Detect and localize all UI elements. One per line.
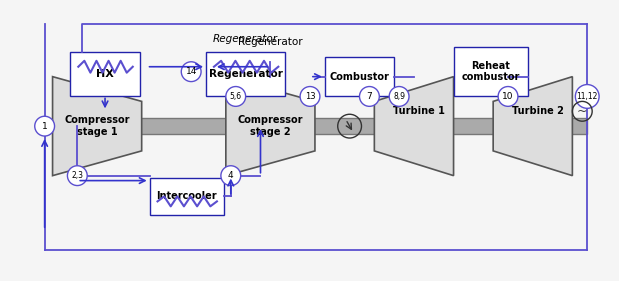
Circle shape [226,87,246,106]
Text: 14: 14 [186,67,197,76]
Text: 10: 10 [502,92,514,101]
Text: Regenerator: Regenerator [213,34,278,44]
Text: Combustor: Combustor [329,72,389,82]
Polygon shape [53,77,142,176]
FancyBboxPatch shape [53,118,587,134]
Text: 8,9: 8,9 [393,92,405,101]
Text: Regenerator: Regenerator [209,69,283,79]
FancyBboxPatch shape [454,47,528,96]
Text: Compressor
stage 2: Compressor stage 2 [238,115,303,137]
Polygon shape [226,77,315,176]
Text: Intercooler: Intercooler [157,191,217,201]
FancyBboxPatch shape [71,52,140,96]
Text: 2,3: 2,3 [71,171,84,180]
Text: 4: 4 [228,171,233,180]
FancyBboxPatch shape [150,178,224,215]
Polygon shape [493,77,573,176]
Text: 1: 1 [41,122,48,131]
Circle shape [300,87,320,106]
Text: 13: 13 [305,92,315,101]
Circle shape [221,166,241,185]
Text: Turbine 1: Turbine 1 [393,106,445,116]
Text: 5,6: 5,6 [230,92,242,101]
Circle shape [575,85,599,108]
Text: 11,12: 11,12 [576,92,598,101]
Text: Reheat
combustor: Reheat combustor [462,61,520,83]
FancyBboxPatch shape [325,57,394,96]
FancyBboxPatch shape [206,52,285,96]
Circle shape [181,62,201,81]
Circle shape [498,87,518,106]
Circle shape [67,166,87,185]
Circle shape [360,87,379,106]
Text: Turbine 2: Turbine 2 [512,106,564,116]
Text: HX: HX [96,69,114,79]
Text: 7: 7 [366,92,372,101]
Polygon shape [374,77,454,176]
Text: ~: ~ [577,105,587,118]
Text: Regenerator: Regenerator [238,37,303,47]
Circle shape [389,87,409,106]
Text: Compressor
stage 1: Compressor stage 1 [64,115,130,137]
Circle shape [35,116,54,136]
